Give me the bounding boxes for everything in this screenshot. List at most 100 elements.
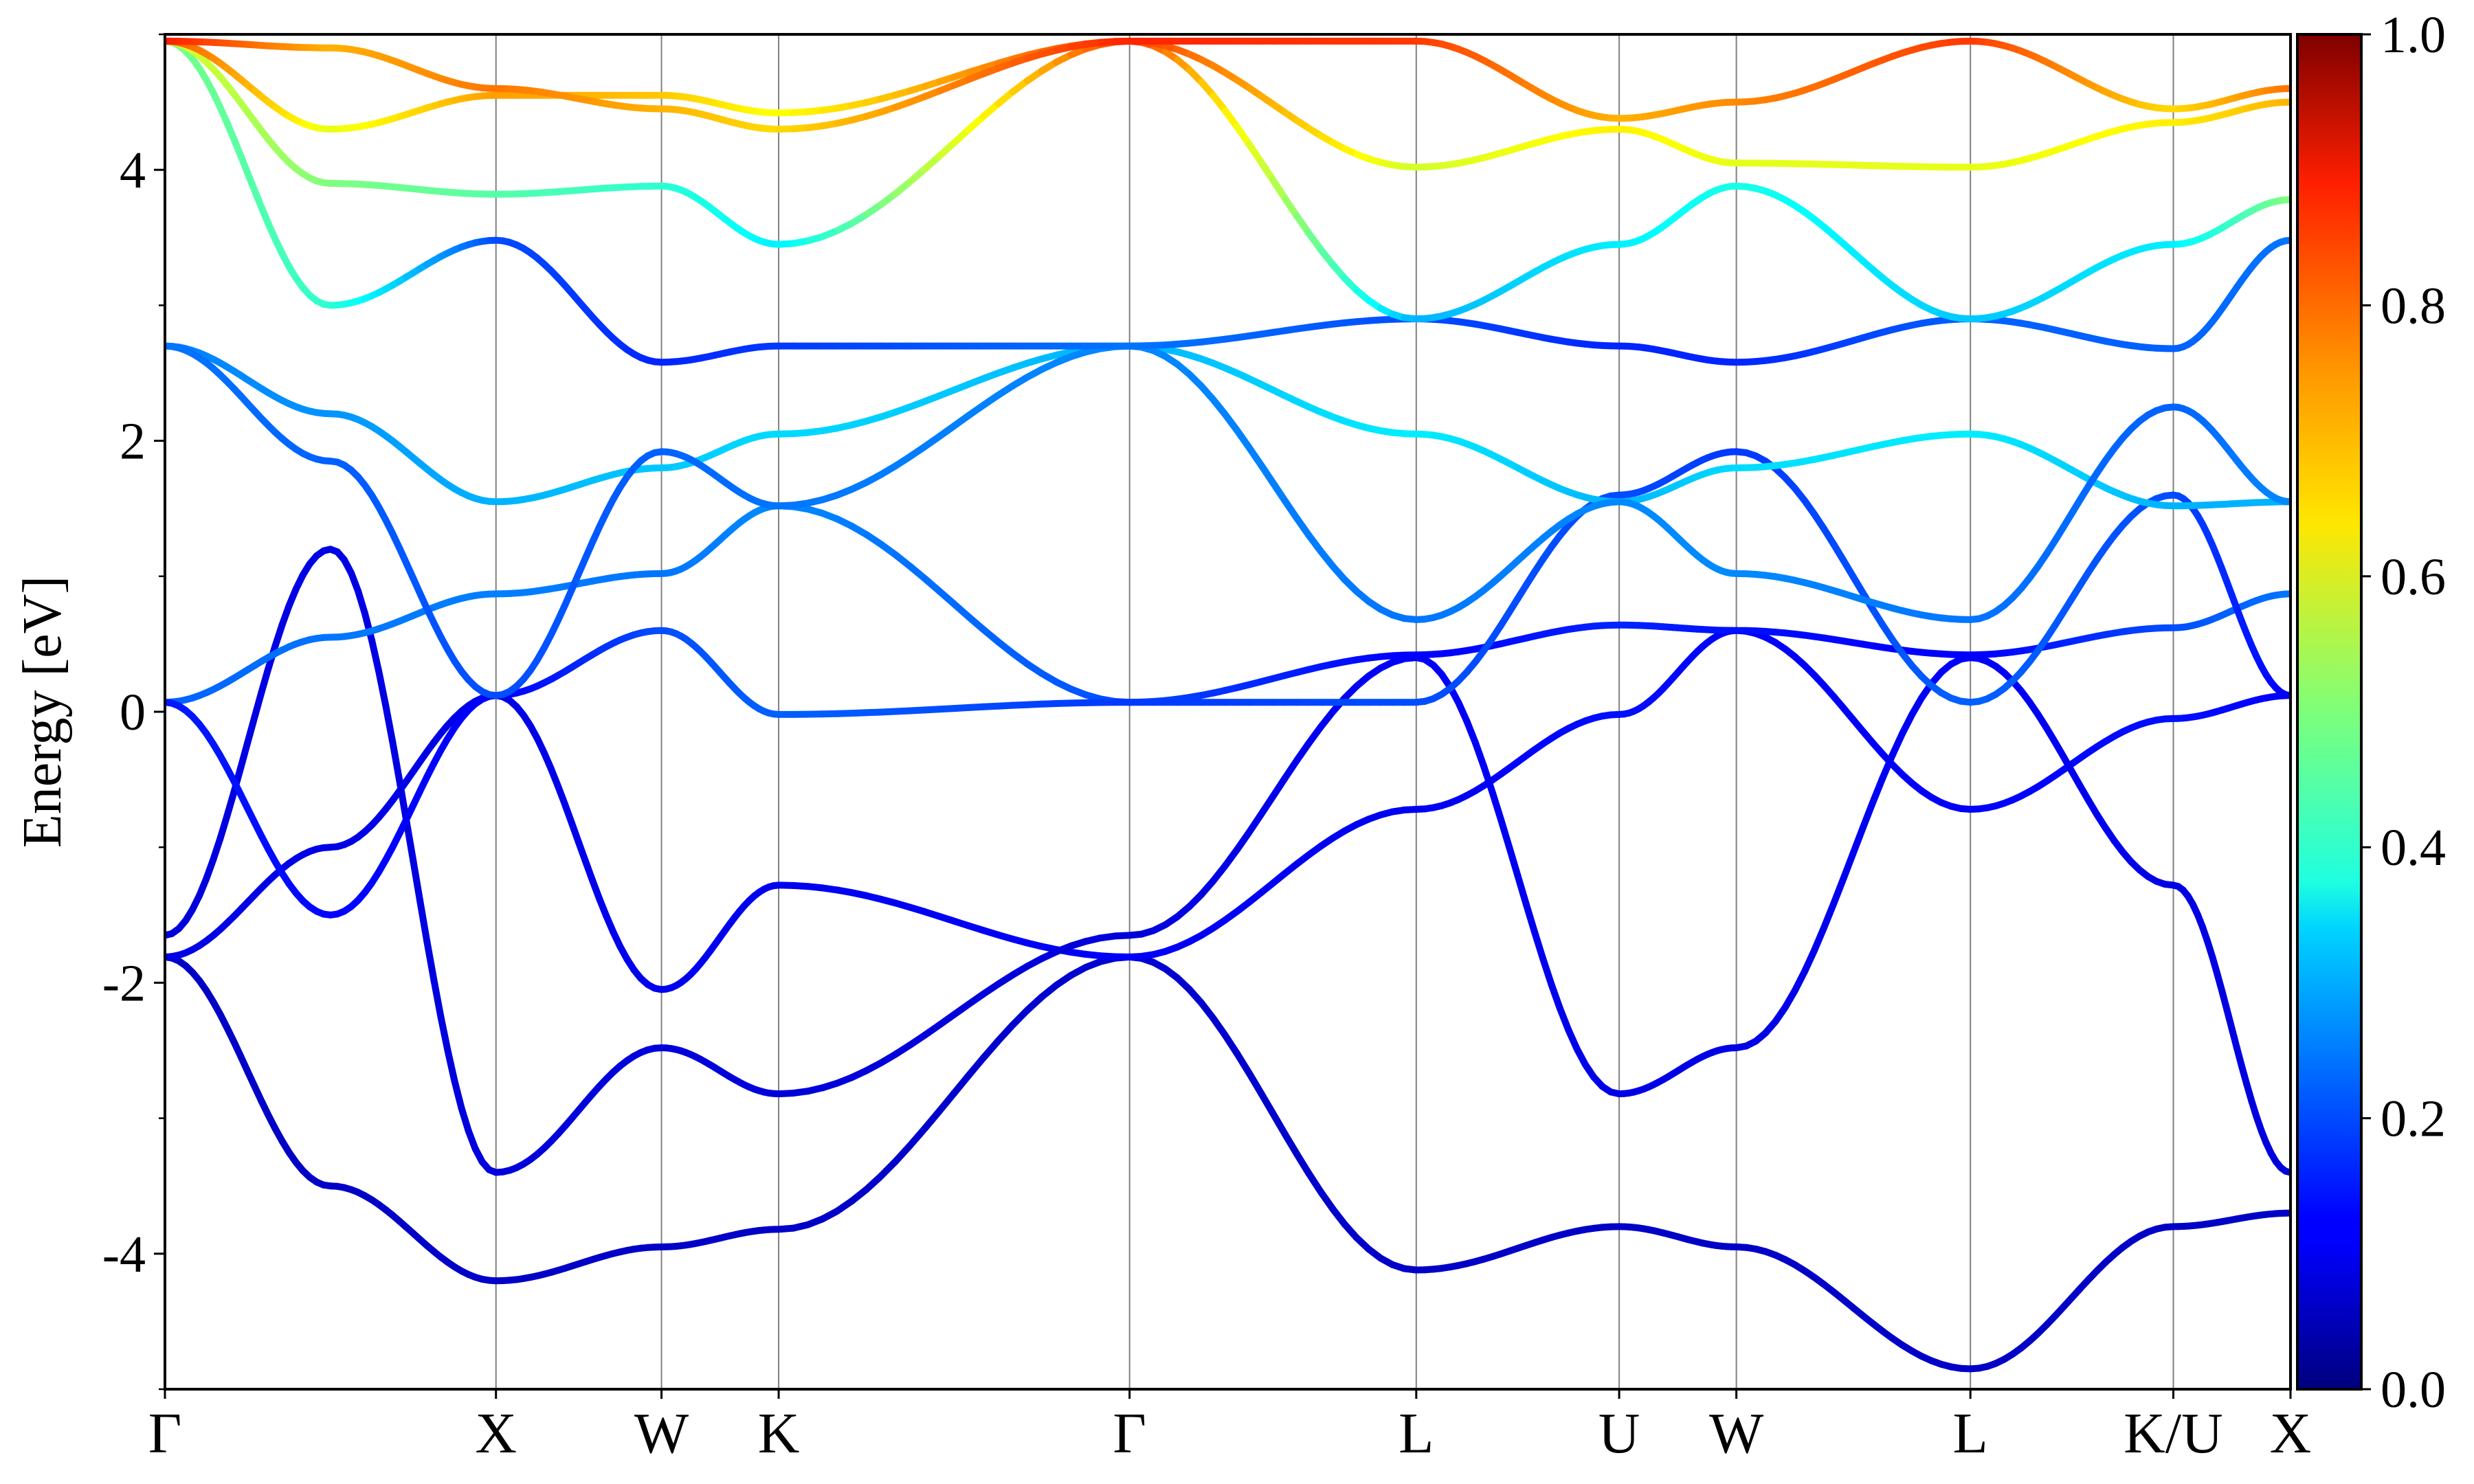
band-segment xyxy=(1281,756,1300,782)
kpoint-label: L xyxy=(1398,1402,1434,1465)
band-segment xyxy=(1257,793,1277,818)
band-segment xyxy=(237,739,252,771)
kpoint-label: U xyxy=(1598,1402,1640,1465)
band-segment xyxy=(921,1108,944,1132)
colorbar xyxy=(2296,33,2363,1391)
band-segment xyxy=(1557,1004,1572,1034)
band-segment xyxy=(458,1104,472,1134)
kpoint-label: X xyxy=(2270,1402,2312,1465)
band-segment xyxy=(1455,699,1471,726)
kpoint-label: W xyxy=(1709,1402,1764,1465)
band-segment xyxy=(906,1125,928,1149)
band-segment xyxy=(1245,811,1264,836)
kpoint-label: X xyxy=(475,1402,517,1465)
band-segment xyxy=(1869,774,1886,806)
colorbar-tick-label: 0.2 xyxy=(2381,1090,2446,1148)
band-segment xyxy=(368,637,383,675)
y-tick-label: 0 xyxy=(120,684,146,741)
y-tick-label: -4 xyxy=(102,1226,146,1283)
band-segment xyxy=(382,701,397,745)
band-segment xyxy=(1840,849,1857,882)
colorbar-tick-label: 0.8 xyxy=(2381,277,2446,335)
band-segment xyxy=(361,610,376,644)
band-segment xyxy=(1269,1110,1289,1138)
plot-area xyxy=(165,34,2291,1389)
band-segment xyxy=(444,1047,458,1085)
band-segment xyxy=(437,1013,452,1054)
band-segment xyxy=(892,1142,914,1165)
kpoint-label: Γ xyxy=(148,1402,182,1465)
band-line xyxy=(165,37,2291,171)
band-segment xyxy=(1463,718,1479,747)
band-segment xyxy=(1506,844,1522,879)
band-segment xyxy=(1480,763,1496,796)
band-segment xyxy=(1234,829,1253,853)
band-segment xyxy=(1281,1130,1300,1158)
band-segment xyxy=(223,789,238,820)
band-segment xyxy=(1234,123,1253,148)
band-segment xyxy=(1293,1150,1313,1177)
band-segment xyxy=(271,621,286,649)
band-line xyxy=(165,627,2291,993)
band-segment xyxy=(1210,1015,1229,1039)
colorbar-axis: 0.0 0.2 0.4 0.6 0.8 1.0 xyxy=(2361,6,2446,1419)
band-segment xyxy=(1791,968,1808,994)
band-segment xyxy=(1269,479,1289,504)
band-segment xyxy=(1245,140,1264,166)
band-segment xyxy=(1801,947,1818,975)
band-segment xyxy=(1281,194,1300,220)
band-segment xyxy=(1245,444,1264,469)
band-segment xyxy=(1514,872,1530,908)
band-segment xyxy=(1257,158,1277,183)
band-segment xyxy=(1489,789,1504,823)
x-axis: Γ X W K Γ L U W L K/U X xyxy=(148,1389,2312,1465)
band-segment xyxy=(979,1037,1002,1061)
band-segment xyxy=(1522,901,1539,936)
kpoint-label: K xyxy=(758,1402,800,1465)
band-segment xyxy=(950,1072,972,1097)
band-segment xyxy=(403,816,417,864)
bands xyxy=(165,37,2291,1373)
band-segment xyxy=(1293,212,1313,237)
band-segment xyxy=(1269,774,1289,800)
band-segment xyxy=(1257,1090,1277,1117)
band-segment xyxy=(1531,928,1547,963)
kpoint-label: W xyxy=(634,1402,689,1465)
band-segment xyxy=(1257,461,1277,486)
colorbar-tick-label: 0.6 xyxy=(2381,548,2446,606)
band-segment xyxy=(355,587,368,618)
y-axis: -4 -2 0 2 4 xyxy=(102,33,165,1391)
band-segment xyxy=(965,1054,987,1079)
band-segment xyxy=(389,738,403,784)
band-segment xyxy=(1305,1169,1324,1195)
band-segment xyxy=(1281,497,1300,522)
band-segment xyxy=(878,1158,900,1180)
band-segment xyxy=(258,664,272,696)
kpoint-label: K/U xyxy=(2124,1402,2223,1465)
band-segment xyxy=(1317,1188,1337,1213)
band-segment xyxy=(1221,1031,1241,1057)
y-tick-label: 2 xyxy=(120,413,146,471)
band-segment xyxy=(1849,824,1867,857)
band-segment xyxy=(451,1077,465,1112)
band-line xyxy=(165,953,2291,1373)
colorbar-tick-label: 0.0 xyxy=(2381,1361,2446,1419)
kpoint-label: L xyxy=(1953,1402,1988,1465)
band-segment xyxy=(1234,427,1253,451)
colorbar-tick-label: 1.0 xyxy=(2381,6,2446,64)
band-segment xyxy=(410,857,424,906)
band-segment xyxy=(216,812,231,842)
band-segment xyxy=(416,898,431,945)
band-line xyxy=(165,546,2291,1176)
band-segment xyxy=(1293,739,1313,764)
band-line xyxy=(165,448,2291,919)
y-tick-label: 4 xyxy=(120,142,146,199)
y-tick-label: -2 xyxy=(102,954,146,1012)
band-segment xyxy=(1245,1069,1264,1097)
kpoint-label: Γ xyxy=(1113,1402,1146,1465)
band-segment xyxy=(1565,1026,1581,1053)
y-axis-title: Energy [eV] xyxy=(12,576,73,848)
band-line xyxy=(165,37,2291,133)
band-segment xyxy=(1888,730,1906,759)
